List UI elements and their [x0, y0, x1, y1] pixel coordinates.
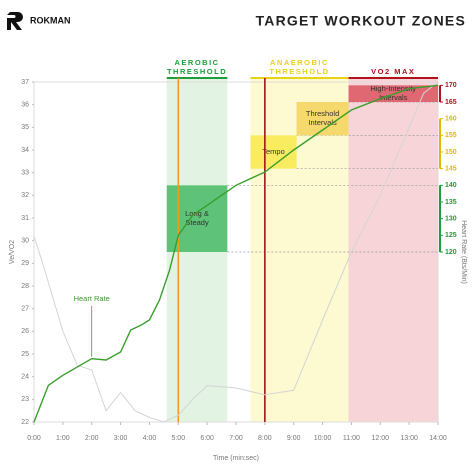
series-line [33, 81, 439, 423]
y2-axis-title: Heart Rate (Bts/Min) [460, 220, 467, 284]
y2-tick-label: 170 [445, 82, 457, 89]
x-tick-label: 10:00 [314, 435, 332, 442]
y2-tick-label: 150 [445, 149, 457, 156]
x-axis-title: Time (min:sec) [213, 455, 259, 462]
y-tick-label: 29 [21, 260, 29, 267]
box-label: Steady [185, 218, 209, 227]
box-label: Intervals [308, 118, 337, 127]
x-tick-label: 1:00 [56, 435, 70, 442]
x-tick-label: 6:00 [200, 435, 214, 442]
y-tick-label: 26 [21, 328, 29, 335]
y2-tick-label: 165 [445, 99, 457, 106]
y-tick-label: 34 [21, 147, 29, 154]
box-label: High-Intensity [370, 84, 416, 93]
x-tick-label: 8:00 [258, 435, 272, 442]
y2-tick-label: 160 [445, 116, 457, 123]
x-tick-label: 4:00 [143, 435, 157, 442]
y-tick-label: 25 [21, 351, 29, 358]
y2-tick-label: 155 [445, 132, 457, 139]
y-tick-label: 35 [21, 124, 29, 131]
zone-box [250, 135, 297, 169]
y-tick-label: 23 [21, 396, 29, 403]
y-tick-label: 31 [21, 215, 29, 222]
x-tick-label: 9:00 [287, 435, 301, 442]
zone-title: VO2 MAX [371, 67, 415, 76]
box-label: Threshold [306, 109, 339, 118]
box-label: Intervals [379, 93, 408, 102]
logo-icon [7, 12, 23, 30]
zone-title: ANAEROBIC [270, 58, 329, 67]
x-tick-label: 2:00 [85, 435, 99, 442]
y2-tick-label: 130 [445, 216, 457, 223]
y-tick-label: 37 [21, 79, 29, 86]
y2-tick-label: 145 [445, 166, 457, 173]
zone-title: THRESHOLD [167, 67, 227, 76]
page-title: TARGET WORKOUT ZONES [256, 13, 466, 29]
y-tick-label: 27 [21, 306, 29, 313]
y-tick-label: 36 [21, 102, 29, 109]
zone [348, 78, 438, 422]
series-label: Heart Rate [74, 294, 110, 303]
y2-tick-label: 140 [445, 182, 457, 189]
series-line [33, 84, 439, 423]
x-tick-label: 7:00 [229, 435, 243, 442]
zone-title: AEROBIC [174, 58, 219, 67]
y-axis-title: Ve/VO2 [9, 240, 16, 264]
box-label: Long & [185, 209, 209, 218]
y-tick-label: 22 [21, 419, 29, 426]
y2-tick-label: 125 [445, 232, 457, 239]
x-tick-label: 11:00 [343, 435, 360, 442]
x-tick-label: 5:00 [171, 435, 185, 442]
box-label: Tempo [262, 147, 285, 156]
y-tick-label: 32 [21, 192, 29, 199]
x-tick-label: 12:00 [372, 435, 390, 442]
y-tick-label: 33 [21, 170, 29, 177]
y2-tick-label: 135 [445, 199, 457, 206]
x-tick-label: 13:00 [400, 435, 418, 442]
y-tick-label: 24 [21, 374, 29, 381]
logo-text: ROKMAN [30, 15, 71, 25]
zone-title: THRESHOLD [269, 67, 329, 76]
x-tick-label: 3:00 [114, 435, 128, 442]
x-tick-label: 14:00 [429, 435, 447, 442]
y-tick-label: 28 [21, 283, 29, 290]
y-tick-label: 30 [21, 238, 29, 245]
x-tick-label: 0:00 [27, 435, 41, 442]
y2-tick-label: 120 [445, 249, 457, 256]
